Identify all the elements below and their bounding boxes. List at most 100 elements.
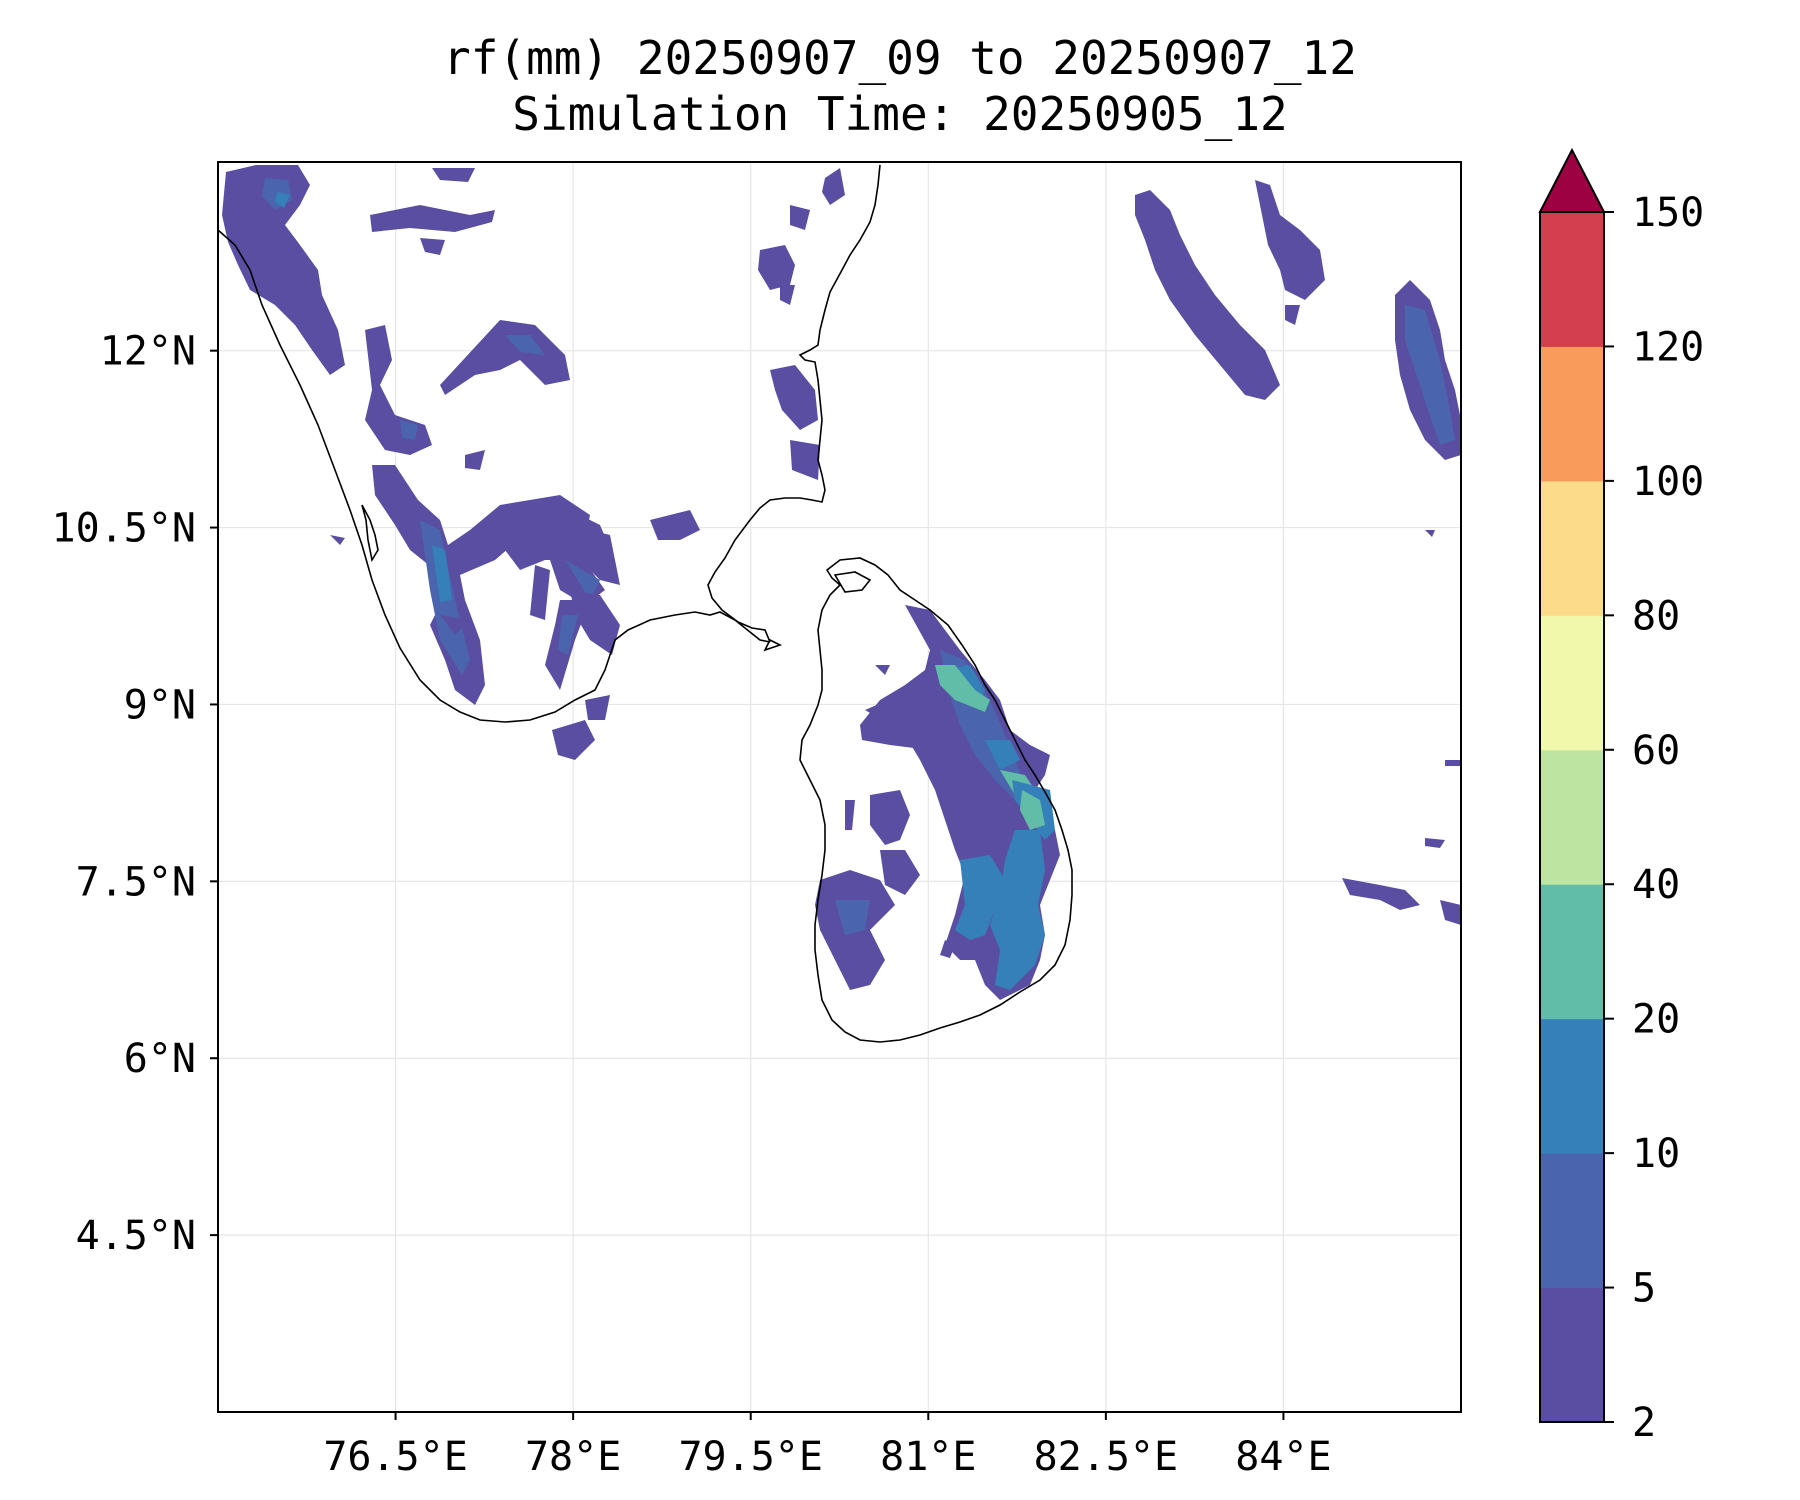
lon-tick-label: 81°E bbox=[880, 1434, 976, 1480]
lat-tick-label: 4.5°N bbox=[76, 1213, 196, 1259]
rain-area bbox=[365, 325, 432, 455]
colorbar-tick-label: 40 bbox=[1632, 862, 1680, 908]
india-coastline bbox=[218, 229, 771, 723]
rain-area bbox=[955, 855, 1005, 940]
rain-area bbox=[585, 695, 610, 720]
rain-area bbox=[1342, 878, 1420, 910]
lon-tick-label: 76.5°E bbox=[323, 1434, 468, 1480]
rain-area bbox=[465, 450, 485, 470]
colorbar-band bbox=[1540, 749, 1604, 885]
colorbar-tick-label: 80 bbox=[1632, 593, 1680, 639]
rain-area bbox=[222, 165, 345, 375]
lon-tick-label: 84°E bbox=[1235, 1434, 1331, 1480]
rain-area bbox=[935, 665, 990, 712]
rain-area bbox=[552, 720, 595, 760]
rain-area bbox=[1425, 838, 1445, 848]
coastline-layer bbox=[218, 164, 1073, 1043]
rain-area bbox=[822, 168, 845, 205]
colorbar-band bbox=[1540, 212, 1604, 347]
rain-area bbox=[870, 790, 910, 845]
rain-area bbox=[1440, 900, 1461, 925]
rain-area bbox=[432, 168, 475, 182]
colorbar-band bbox=[1540, 884, 1604, 1020]
title-line-2: Simulation Time: 20250905_12 bbox=[512, 87, 1288, 141]
rain-area bbox=[420, 238, 445, 255]
colorbar-band bbox=[1540, 480, 1604, 616]
rain-area bbox=[835, 900, 870, 935]
lat-tick-label: 7.5°N bbox=[76, 859, 196, 905]
colorbar-frame bbox=[1539, 211, 1605, 1423]
rain-area bbox=[330, 535, 345, 545]
rain-area bbox=[440, 320, 570, 395]
rainfall-fill-layer bbox=[222, 165, 1461, 1000]
lon-tick-label: 82.5°E bbox=[1034, 1434, 1179, 1480]
colorbar-extend-arrow bbox=[1538, 147, 1606, 213]
colorbar-band bbox=[1540, 346, 1604, 482]
rain-area bbox=[1405, 305, 1455, 445]
rain-area bbox=[790, 205, 810, 230]
colorbar-tick-label: 60 bbox=[1632, 728, 1680, 774]
rain-area bbox=[1020, 790, 1045, 830]
colorbar-tick-label: 150 bbox=[1632, 190, 1704, 236]
rain-area bbox=[1445, 760, 1461, 766]
rain-area bbox=[1285, 305, 1300, 325]
lat-tick-label: 9°N bbox=[124, 682, 196, 728]
rain-area bbox=[990, 830, 1045, 990]
pamban-island bbox=[763, 638, 783, 652]
rain-area bbox=[565, 560, 600, 600]
rain-area bbox=[440, 615, 470, 635]
rain-area bbox=[865, 695, 930, 725]
rain-area bbox=[780, 285, 795, 305]
map-axes-frame bbox=[217, 161, 1462, 1413]
colorbar-ticks: 2 5 10 20 40 60 80 100 120 150 bbox=[1604, 190, 1704, 1446]
rain-area bbox=[520, 520, 545, 545]
lat-tick-label: 6°N bbox=[124, 1036, 196, 1082]
colorbar-band bbox=[1540, 1018, 1604, 1154]
kerala-backwater bbox=[361, 504, 379, 563]
lon-tick-label: 79.5°E bbox=[678, 1434, 823, 1480]
colorbar-tick-label: 2 bbox=[1632, 1400, 1656, 1446]
lat-tick-label: 10.5°N bbox=[52, 506, 197, 552]
rain-area bbox=[558, 615, 578, 655]
rain-area bbox=[650, 510, 700, 540]
sri-lanka-coastline bbox=[799, 557, 1073, 1043]
rain-area bbox=[590, 530, 615, 560]
colorbar-bands bbox=[1540, 212, 1604, 1423]
jaffna-lagoon bbox=[833, 571, 872, 593]
rain-area bbox=[758, 245, 795, 290]
colorbar-tick-label: 120 bbox=[1632, 324, 1704, 370]
title-line-1: rf(mm) 20250907_09 to 20250907_12 bbox=[443, 31, 1357, 85]
rain-area bbox=[940, 940, 955, 958]
rain-area bbox=[505, 335, 545, 355]
map-title: rf(mm) 20250907_09 to 20250907_12 Simula… bbox=[0, 30, 1800, 142]
rain-area bbox=[1255, 180, 1325, 300]
rain-area bbox=[530, 565, 550, 620]
rain-area bbox=[655, 530, 665, 538]
colorbar: 2 5 10 20 40 60 80 100 120 150 bbox=[1538, 147, 1704, 1446]
colorbar-band bbox=[1540, 1287, 1604, 1423]
rain-area bbox=[1135, 190, 1280, 400]
colorbar-tick-label: 100 bbox=[1632, 459, 1704, 505]
rain-area bbox=[875, 665, 890, 675]
rain-area bbox=[985, 740, 1020, 770]
colorbar-band bbox=[1540, 1153, 1604, 1289]
rain-area bbox=[770, 365, 818, 430]
lat-tick-label: 12°N bbox=[100, 329, 196, 375]
gridlines bbox=[218, 162, 1461, 1412]
india-east-coastline bbox=[707, 164, 881, 643]
lon-tick-label: 78°E bbox=[525, 1434, 621, 1480]
rain-area bbox=[490, 505, 620, 585]
rain-area bbox=[1425, 530, 1435, 537]
colorbar-tick-label: 20 bbox=[1632, 997, 1680, 1043]
colorbar-tick-label: 10 bbox=[1632, 1131, 1680, 1177]
rain-area bbox=[790, 440, 820, 480]
rain-area bbox=[880, 850, 920, 895]
rain-area bbox=[845, 800, 855, 830]
rain-area bbox=[275, 192, 290, 208]
rain-area bbox=[400, 420, 418, 440]
colorbar-band bbox=[1540, 615, 1604, 751]
rain-area bbox=[370, 205, 495, 232]
rain-area bbox=[432, 545, 452, 602]
colorbar-tick-label: 5 bbox=[1632, 1266, 1656, 1312]
